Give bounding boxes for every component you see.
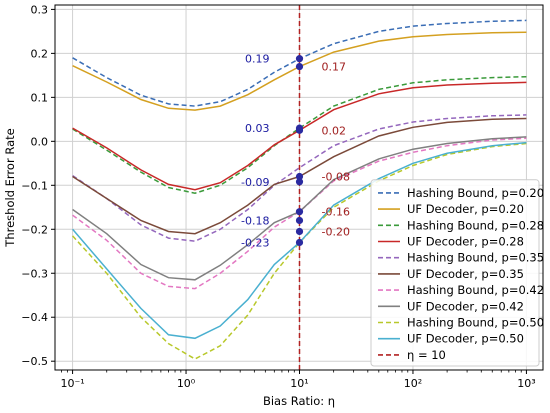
threshold-annotation: 0.17 [321,61,346,74]
x-tick-label: 10⁰ [177,377,196,390]
legend-entry-label: UF Decoder, p=0.20 [407,202,524,216]
series-line-4 [72,81,527,191]
legend-entry-label: η = 10 [407,348,446,362]
series-line-1 [72,19,527,107]
y-tick-label: −0.5 [21,355,48,368]
legend-entry-label: UF Decoder, p=0.42 [407,299,524,313]
legend-entry-label: UF Decoder, p=0.50 [407,332,524,346]
markers [295,55,304,247]
legend-entry-label: UF Decoder, p=0.35 [407,267,524,281]
threshold-marker [295,208,304,216]
threshold-annotation: 0.03 [245,122,270,135]
threshold-marker [295,62,304,71]
legend-box [370,179,540,367]
threshold-annotation: -0.16 [321,206,349,219]
threshold-marker [295,172,304,181]
threshold-marker [295,178,304,186]
y-tick-label: −0.2 [21,223,48,236]
y-tick-label: 0.0 [31,135,49,148]
series-line-10 [72,141,527,340]
y-tick-label: 0.2 [31,47,49,60]
y-tick-label: −0.1 [21,179,48,192]
series-line-2 [72,31,527,111]
threshold-annotation: 0.19 [245,53,270,66]
series-line-9 [72,142,527,360]
series-line-5 [72,114,527,242]
threshold-marker [295,238,304,247]
legend-entry-label: UF Decoder, p=0.28 [407,235,524,249]
series-line-8 [72,136,527,281]
x-tick-label: 10¹ [290,377,308,390]
legend-entry-label: Hashing Bound, p=0.42 [407,283,544,297]
y-tick-label: −0.4 [21,311,48,324]
threshold-marker [295,216,304,225]
legend-entry-label: Hashing Bound, p=0.20 [407,186,544,200]
series-line-6 [72,117,527,235]
threshold-marker [295,126,304,134]
annotations: 0.19 0.17 0.03 0.02 -0.09 -0.08 -0.18 -0.16 -0.2… [241,53,350,250]
threshold-marker [295,227,304,236]
threshold-annotation: -0.20 [321,225,349,238]
y-tick-label: 0.3 [31,3,49,16]
x-axis-label: Bias Ratio: η [263,394,335,408]
y-tick-label: −0.3 [21,267,48,280]
legend-entry-label: Hashing Bound, p=0.35 [407,251,544,265]
series-line-7 [72,137,527,290]
legend: Hashing Bound, p=0.20 UF Decoder, p=0.20 H… [370,179,544,367]
x-tick-label: 10³ [517,377,535,390]
y-tick-label: 0.1 [31,91,49,104]
y-axis-label: Threshold Error Rate [3,128,17,247]
threshold-annotation: -0.09 [241,176,269,189]
threshold-annotation: -0.18 [241,214,269,227]
legend-entry-label: Hashing Bound, p=0.28 [407,218,544,232]
threshold-marker [295,55,304,63]
threshold-annotation: 0.02 [321,124,346,137]
ticks: 10⁻¹ 10⁰ 10¹ 10² 10³ 0.3 0.2 0.1 0.0 −0.1 −0.2 −0.3… [21,3,535,390]
threshold-annotation: -0.08 [321,171,349,184]
threshold-annotation: -0.23 [241,236,269,249]
x-tick-label: 10² [404,377,422,390]
x-tick-label: 10⁻¹ [60,377,84,390]
series-lines [72,19,527,360]
legend-entry-label: Hashing Bound, p=0.50 [407,316,544,330]
